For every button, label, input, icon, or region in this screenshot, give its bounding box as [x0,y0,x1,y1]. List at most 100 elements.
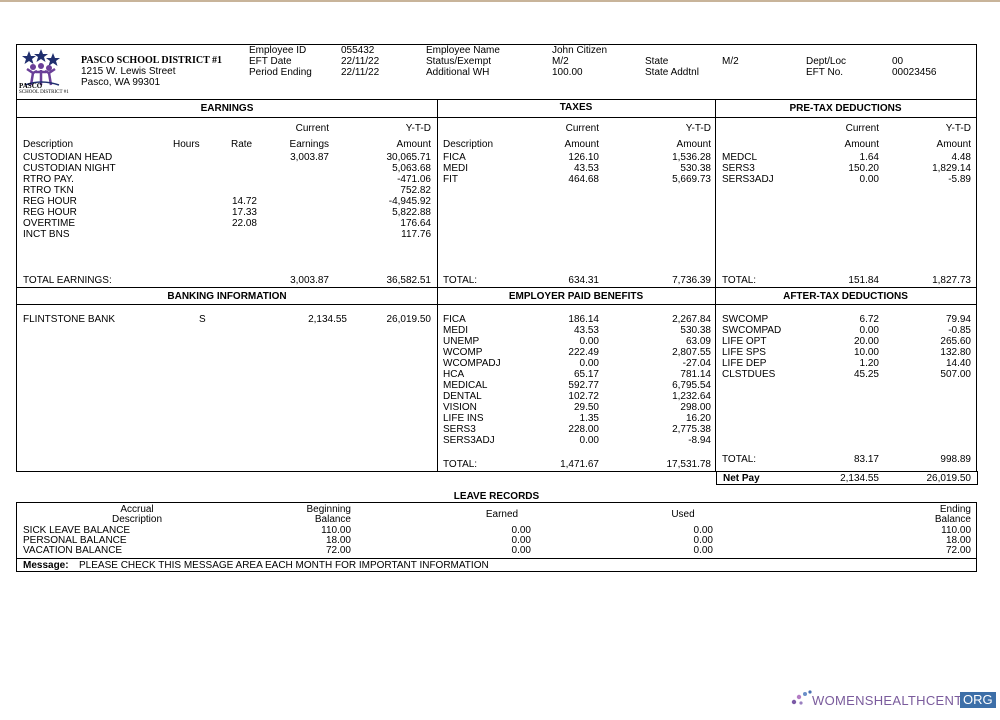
earnings-row-current [267,163,329,174]
pretax-current-list: 1.64 150.20 0.00 [817,152,879,185]
employer-row-desc: SERS3ADJ [443,435,495,446]
employer-row-desc: WCOMP [443,347,483,358]
employer-desc-list: FICA MEDI UNEMP WCOMP WCOMPADJ HCA MEDIC… [443,314,501,446]
pretax-total-ytd: 1,827.73 [932,275,971,286]
employer-row-ytd: 16.20 [685,413,711,424]
pretax-col-current-2: Amount [844,139,879,150]
earnings-row-ytd: -4,945.92 [388,196,431,207]
watermark-text: WOMENSHEALTHCENTER [812,693,982,708]
employer-row-desc: DENTAL [443,391,482,402]
earnings-row-rate: 14.72 [231,196,257,207]
taxes-col-current-2: Amount [564,139,599,150]
earnings-col-current-2: Earnings [289,139,329,150]
leave-records-box: Accrual Description Beginning Balance Ea… [16,502,977,572]
employer-row-current: 0.00 [579,336,599,347]
earnings-row-current [267,229,329,240]
pretax-row-current: 1.64 [859,152,879,163]
employer-row-current: 186.14 [568,314,599,325]
aftertax-row-ytd: 79.94 [945,314,971,325]
message-text: PLEASE CHECK THIS MESSAGE AREA EACH MONT… [79,560,489,571]
taxes-row-desc: FICA [443,152,466,163]
leave-col-accrual-2: Description [111,514,163,525]
leave-row-end: 110.00 [941,525,971,536]
earnings-row-ytd: 30,065.71 [386,152,432,163]
bank-current: 2,134.55 [308,314,347,325]
period-ending-label: Period Ending [249,67,312,78]
pretax-row-desc: SERS3ADJ [722,174,774,185]
leave-row-desc: PERSONAL BALANCE [23,535,127,546]
period-ending-value: 22/11/22 [341,67,380,78]
taxes-title: TAXES [559,102,593,113]
leave-desc-list: SICK LEAVE BALANCE PERSONAL BALANCE VACA… [23,526,130,556]
pretax-col-ytd-2: Amount [936,139,971,150]
leave-row-begin: 110.00 [321,525,351,536]
net-pay-ytd: 26,019.50 [926,473,972,484]
taxes-col-ytd-2: Amount [676,139,711,150]
leave-row-desc: SICK LEAVE BALANCE [23,525,131,536]
dots-logo-icon [791,690,812,705]
earnings-row-current: 3,003.87 [290,152,329,163]
aftertax-row-desc: CLSTDUES [722,369,776,380]
leave-message-divider [17,558,976,559]
leave-col-earned: Earned [485,509,519,520]
additional-wh-label: Additional WH [426,67,490,78]
employer-row-current: 222.49 [568,347,599,358]
dept-label: Dept/Loc [806,56,847,67]
earnings-row-ytd: -471.06 [397,174,431,185]
employer-row-desc: SERS3 [443,424,476,435]
earnings-row-current [267,196,329,207]
employer-title: EMPLOYER PAID BENEFITS [508,291,644,302]
pretax-col-ytd-1: Y-T-D [945,123,971,134]
employer-row-desc: FICA [443,314,466,325]
taxes-current-list: 126.10 43.53 464.68 [537,152,599,185]
grid-line-bottom-left [17,471,437,472]
aftertax-ytd-list: 79.94 -0.85 265.60 132.80 14.40 507.00 [897,314,971,380]
eft-no-value: 00023456 [892,67,937,78]
taxes-total-current: 634.31 [568,275,599,286]
pretax-row-current: 0.00 [859,174,879,185]
leave-col-end-2: Balance [934,514,971,525]
leave-row-end: 18.00 [945,535,971,546]
employer-row-ytd: 781.14 [680,369,711,380]
additional-wh-value: 100.00 [552,67,583,78]
taxes-ytd-list: 1,536.28 530.38 5,669.73 [631,152,711,185]
employee-name-value: John Citizen [552,45,608,56]
earnings-row-current [267,207,329,218]
employer-row-desc: LIFE INS [443,413,484,424]
taxes-row-current: 126.10 [568,152,599,163]
taxes-row-current: 464.68 [568,174,599,185]
earnings-row-ytd: 752.82 [400,185,431,196]
leave-row-earned: 0.00 [511,525,531,536]
status-label: Status/Exempt [426,56,492,67]
aftertax-row-ytd: -0.85 [948,325,971,336]
employer-row-desc: VISION [443,402,477,413]
taxes-row-desc: FIT [443,174,458,185]
pretax-row-ytd: -5.89 [948,174,971,185]
bank-ytd: 26,019.50 [386,314,432,325]
earnings-row-desc: RTRO PAY. [23,174,74,185]
pay-stub: PASCO SCHOOL DISTRICT #1 PASCO SCHOOL DI… [16,44,977,472]
pretax-row-ytd: 1,829.14 [932,163,971,174]
employer-row-current: 0.00 [579,358,599,369]
aftertax-row-current: 20.00 [853,336,879,347]
employer-total-ytd: 17,531.78 [666,459,712,470]
employer-current-list: 186.14 43.53 0.00 222.49 0.00 65.17 592.… [537,314,599,446]
employer-row-current: 592.77 [568,380,599,391]
employer-row-ytd: -27.04 [682,358,711,369]
earnings-total-ytd: 36,582.51 [386,275,432,286]
employer-row-desc: MEDI [443,325,468,336]
employer-row-ytd: 6,795.54 [672,380,711,391]
leave-col-begin-2: Balance [314,514,351,525]
taxes-row-current: 43.53 [573,163,599,174]
earnings-row-desc: REG HOUR [23,196,77,207]
state-value: M/2 [722,56,739,67]
leave-row-used: 0.00 [693,545,713,556]
eft-date-value: 22/11/22 [341,56,380,67]
earnings-col-ytd-2: Amount [396,139,431,150]
aftertax-row-ytd: 14.40 [945,358,971,369]
leave-col-end-1: Ending [939,504,971,515]
status-value: M/2 [552,56,569,67]
aftertax-row-current: 45.25 [853,369,879,380]
taxes-col-description: Description [443,139,494,150]
employer-row-ytd: 1,232.64 [672,391,711,402]
